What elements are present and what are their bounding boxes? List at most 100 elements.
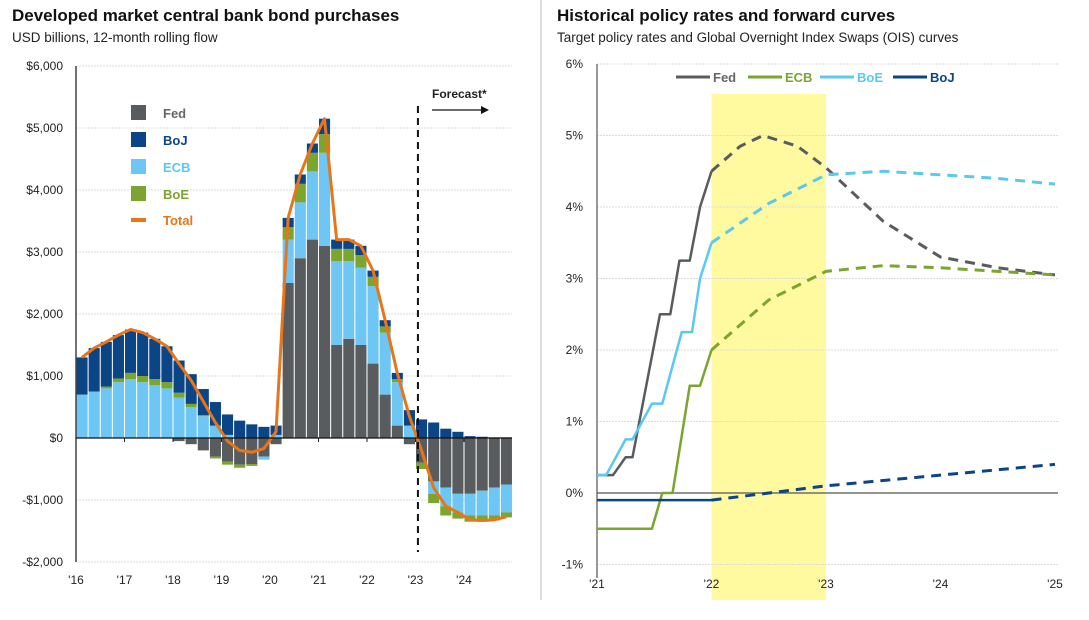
bar-fed — [185, 438, 197, 445]
bar-boe — [294, 183, 306, 203]
y-tick-label: 5% — [566, 129, 584, 143]
bar-ecb — [440, 487, 452, 507]
legend-label-fed: Fed — [713, 70, 736, 85]
bar-boj — [246, 424, 258, 438]
bar-ecb — [282, 239, 294, 283]
bar-ecb — [488, 487, 500, 516]
bar-boe — [476, 515, 488, 522]
bar-ecb — [270, 434, 282, 438]
bar-boj — [234, 420, 246, 438]
bar-boj — [355, 245, 367, 256]
bar-boe — [500, 512, 512, 518]
bar-boe — [391, 379, 403, 383]
bar-fed — [440, 438, 452, 488]
legend-label-fed: Fed — [163, 106, 186, 121]
legend-swatch-boj — [131, 132, 146, 147]
x-tick-label: '21 — [589, 577, 605, 591]
bar-boe — [379, 326, 391, 333]
bar-ecb — [185, 407, 197, 438]
bar-fed — [500, 438, 512, 485]
bar-boe — [161, 382, 173, 389]
bar-ecb — [76, 394, 88, 438]
legend-label-ecb: ECB — [785, 70, 812, 85]
x-tick-label: '17 — [117, 573, 133, 587]
y-tick-label: -1% — [562, 558, 584, 572]
bar-fed — [464, 438, 476, 494]
bar-boe — [112, 378, 124, 383]
x-tick-label: '23 — [818, 577, 834, 591]
x-tick-label: '21 — [311, 573, 327, 587]
bar-boe — [331, 248, 343, 262]
forecast-arrowhead — [481, 106, 489, 114]
bar-boj — [161, 346, 173, 383]
bar-fed — [294, 258, 306, 438]
bar-ecb — [391, 382, 403, 426]
y-tick-label: 4% — [566, 200, 584, 214]
x-tick-label: '20 — [262, 573, 278, 587]
bar-boj — [149, 338, 161, 380]
bar-fed — [488, 438, 500, 488]
bar-fed — [197, 438, 209, 451]
legend-label-boj: BoJ — [163, 133, 188, 148]
bar-boj — [428, 422, 440, 438]
legend-swatch-fed — [131, 105, 146, 120]
bar-boe — [149, 379, 161, 386]
legend-label-total: Total — [163, 213, 193, 228]
bar-boj — [440, 428, 452, 438]
bar-fed — [306, 239, 318, 438]
bar-fed — [343, 338, 355, 438]
bar-ecb — [464, 493, 476, 516]
bar-boj — [209, 402, 221, 426]
y-tick-label: 2% — [566, 343, 584, 357]
bar-ecb — [161, 388, 173, 438]
y-tick-label: 1% — [566, 415, 584, 429]
bar-fed — [222, 438, 234, 462]
bar-ecb — [452, 493, 464, 513]
y-tick-label: 3% — [566, 272, 584, 286]
bar-boj — [258, 426, 270, 438]
bar-fed — [379, 394, 391, 438]
bar-ecb — [258, 456, 270, 460]
legend-label-boj: BoJ — [930, 70, 955, 85]
left-chart-subtitle: USD billions, 12-month rolling flow — [12, 30, 218, 45]
y-tick-label: 0% — [566, 486, 584, 500]
forecast-label: Forecast* — [432, 87, 487, 101]
bar-boe — [222, 461, 234, 465]
bar-fed — [403, 438, 415, 445]
bar-boe — [137, 376, 149, 383]
bar-boj — [416, 419, 428, 438]
bar-boe — [355, 255, 367, 268]
x-tick-label: '24 — [456, 573, 472, 587]
bar-boj — [452, 431, 464, 438]
bar-boe — [367, 276, 379, 287]
bar-fed — [173, 438, 185, 442]
bar-ecb — [367, 286, 379, 364]
bar-ecb — [112, 382, 124, 438]
x-tick-label: '16 — [68, 573, 84, 587]
y-tick-label: $3,000 — [26, 245, 63, 259]
bar-fed — [428, 438, 440, 482]
bar-boe — [125, 372, 137, 380]
y-tick-label: $4,000 — [26, 183, 63, 197]
line-boe-forward — [710, 169, 1056, 244]
bar-fed — [319, 245, 331, 438]
bar-ecb — [306, 171, 318, 240]
right-chart-title: Historical policy rates and forward curv… — [557, 6, 896, 25]
legend-swatch-ecb — [131, 159, 146, 174]
bar-boe — [209, 456, 221, 459]
y-tick-label: $1,000 — [26, 369, 63, 383]
bar-ecb — [125, 379, 137, 438]
bar-ecb — [294, 202, 306, 259]
x-tick-label: '24 — [933, 577, 949, 591]
bar-ecb — [197, 416, 209, 438]
bar-boe — [452, 512, 464, 519]
bar-boj — [76, 357, 88, 395]
bar-ecb — [209, 425, 221, 438]
y-tick-label: $5,000 — [26, 121, 63, 135]
bar-fed — [391, 425, 403, 438]
bar-boe — [319, 134, 331, 153]
y-tick-label: $0 — [50, 431, 64, 445]
bar-ecb — [173, 397, 185, 438]
bar-boj — [137, 332, 149, 376]
x-tick-label: '22 — [704, 577, 720, 591]
